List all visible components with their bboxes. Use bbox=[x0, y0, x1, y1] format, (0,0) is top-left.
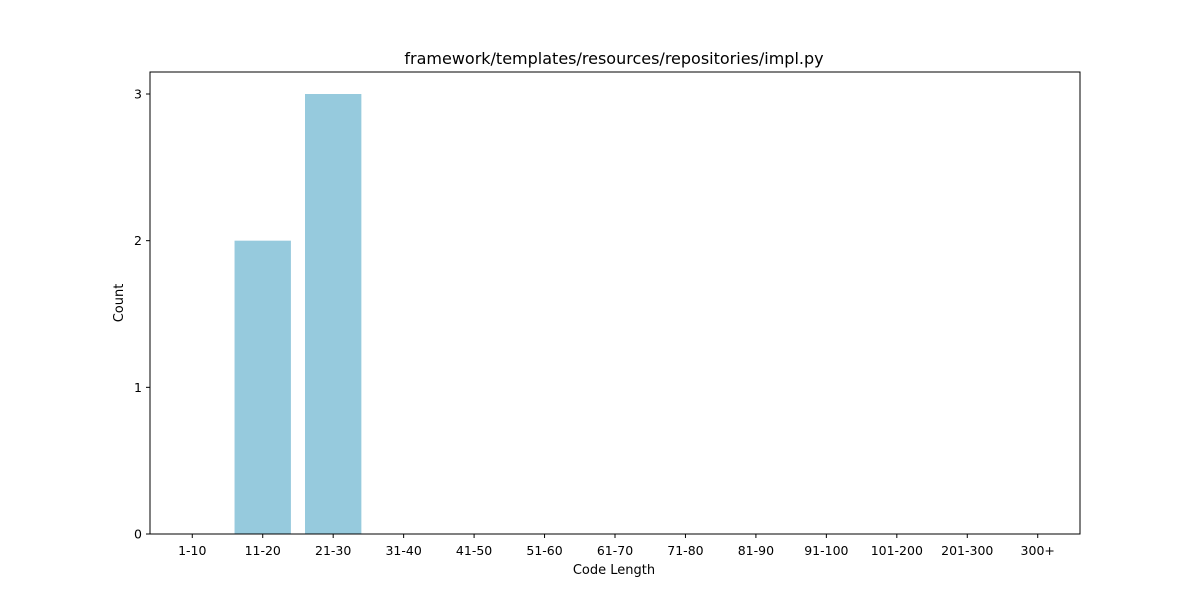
bar-21-30 bbox=[305, 94, 362, 534]
x-tick-label: 91-100 bbox=[804, 543, 848, 558]
x-axis-label: Code Length bbox=[573, 563, 655, 578]
y-tick-label: 3 bbox=[134, 87, 142, 102]
x-tick-label: 101-200 bbox=[871, 543, 923, 558]
y-tick-label: 1 bbox=[134, 380, 142, 395]
x-tick-label: 41-50 bbox=[456, 543, 492, 558]
y-axis-ticks: 0 1 2 3 bbox=[134, 87, 150, 542]
x-axis-ticks: 1-10 11-20 21-30 31-40 41-50 51-60 61-70 71-80 8… bbox=[178, 534, 1055, 558]
x-tick-label: 31-40 bbox=[385, 543, 421, 558]
x-tick-label: 71-80 bbox=[667, 543, 703, 558]
x-tick-label: 11-20 bbox=[245, 543, 281, 558]
x-tick-label: 300+ bbox=[1021, 543, 1055, 558]
x-tick-label: 61-70 bbox=[597, 543, 633, 558]
x-tick-label: 51-60 bbox=[526, 543, 562, 558]
x-tick-label: 1-10 bbox=[178, 543, 206, 558]
x-tick-label: 201-300 bbox=[941, 543, 993, 558]
x-tick-label: 21-30 bbox=[315, 543, 351, 558]
chart-title: framework/templates/resources/repositori… bbox=[404, 49, 823, 68]
y-tick-label: 2 bbox=[134, 233, 142, 248]
bar-11-20 bbox=[234, 240, 291, 534]
plot-area-frame bbox=[149, 71, 1081, 535]
y-axis-label: Count bbox=[112, 284, 127, 323]
x-tick-label: 81-90 bbox=[738, 543, 774, 558]
bars-layer bbox=[234, 94, 362, 534]
y-tick-label: 0 bbox=[134, 527, 142, 542]
